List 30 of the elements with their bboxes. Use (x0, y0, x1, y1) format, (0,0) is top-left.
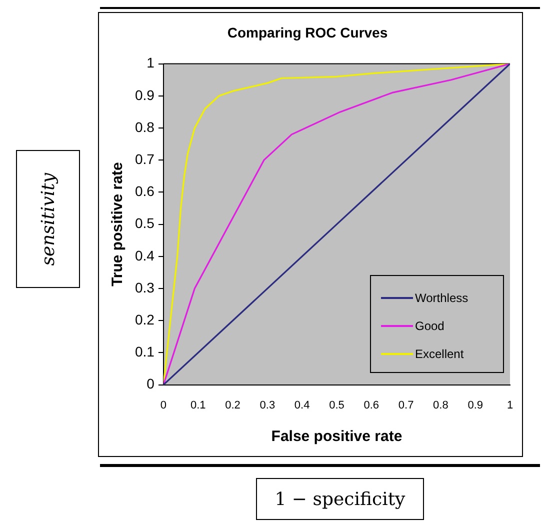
y-tick-label: 0.2 (134, 311, 155, 328)
x-tick-label: 0.1 (190, 399, 206, 412)
x-tick-label: 0.2 (225, 399, 240, 412)
y-tick-label: 0.7 (134, 150, 155, 167)
y-tick-label: 0.9 (134, 86, 155, 103)
x-tick-label: 1 (506, 399, 514, 412)
y-tick-label: 0.6 (134, 183, 155, 200)
y-axis-title: True positive rate (109, 162, 126, 286)
x-tick-label: 0.8 (433, 399, 448, 412)
x-tick-label: 0.6 (364, 399, 380, 412)
x-tick-label: 0.3 (260, 399, 276, 412)
legend-label: Worthless (415, 290, 468, 305)
y-tick-label: 0 (146, 376, 155, 392)
legend-label: Good (415, 318, 444, 333)
x-tick-label: 0.9 (468, 399, 483, 412)
text: 1 − specificity (274, 488, 406, 510)
x-tick-label: 0.7 (398, 399, 414, 412)
y-tick-label: 0.8 (134, 118, 155, 135)
x-axis-title: False positive rate (271, 428, 402, 446)
y-tick-label: 0.1 (134, 344, 155, 360)
y-tick-label: 0.4 (134, 247, 155, 264)
y-tick-label: 1 (146, 54, 155, 71)
x-tick-label: 0 (160, 399, 167, 412)
chart-title: Comparing ROC Curves (227, 24, 388, 40)
y-tick-label: 0.3 (134, 279, 155, 296)
text: sensitivity (38, 172, 58, 266)
x-tick-label: 0.4 (294, 399, 310, 412)
legend-label: Excellent (415, 346, 464, 361)
x-tick-label: 0.5 (329, 399, 344, 412)
y-tick-label: 0.5 (134, 215, 155, 232)
